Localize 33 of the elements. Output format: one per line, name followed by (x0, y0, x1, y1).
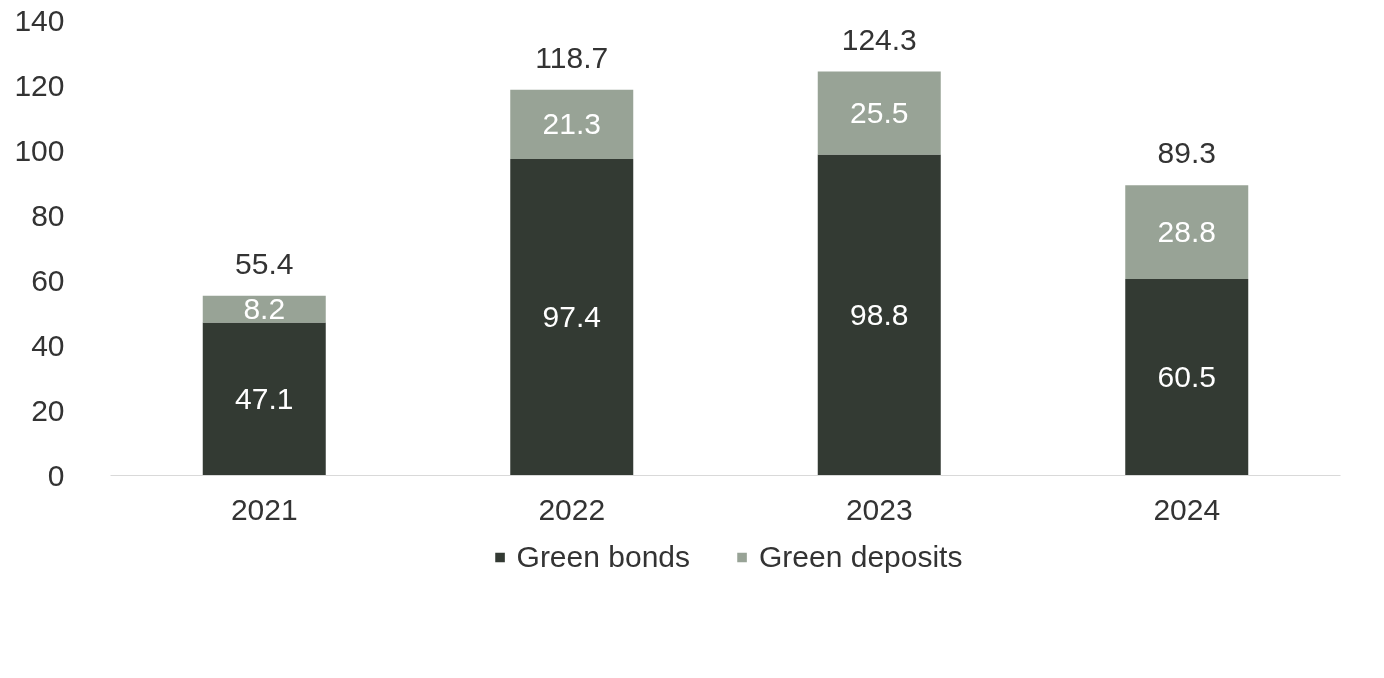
legend-label: Green deposits (759, 540, 963, 574)
bar (202, 322, 326, 476)
bar (510, 89, 634, 159)
total-label: 89.3 (1157, 136, 1216, 170)
x-tick-label: 2023 (845, 492, 913, 526)
data-label: 60.5 (1157, 360, 1216, 394)
y-tick-label: 20 (31, 393, 65, 427)
x-tick-label: 2024 (1153, 492, 1221, 526)
y-tick-label: 120 (14, 68, 65, 102)
data-label: 28.8 (1157, 215, 1216, 249)
x-tick-label: 2021 (230, 492, 298, 526)
y-tick-label: 0 (47, 458, 65, 492)
y-tick-label: 100 (14, 133, 65, 167)
data-label: 8.2 (243, 292, 286, 326)
data-label: 47.1 (235, 381, 294, 415)
data-label: 98.8 (850, 297, 909, 331)
bar (1125, 185, 1249, 279)
y-tick-label: 40 (31, 328, 65, 362)
data-label: 97.4 (542, 300, 601, 334)
y-tick-label: 140 (14, 3, 65, 37)
data-label: 25.5 (850, 95, 909, 129)
total-label: 118.7 (535, 40, 609, 74)
bar (1125, 278, 1249, 476)
total-label: 55.4 (235, 246, 294, 280)
bar (510, 158, 634, 476)
x-tick-label: 2022 (538, 492, 606, 526)
y-tick-label: 60 (31, 263, 65, 297)
legend-label: Green bonds (516, 540, 690, 574)
total-label: 124.3 (841, 22, 917, 56)
bar (817, 71, 941, 155)
y-tick-label: 80 (31, 198, 65, 232)
data-label: 21.3 (542, 107, 601, 141)
bar (817, 154, 941, 476)
